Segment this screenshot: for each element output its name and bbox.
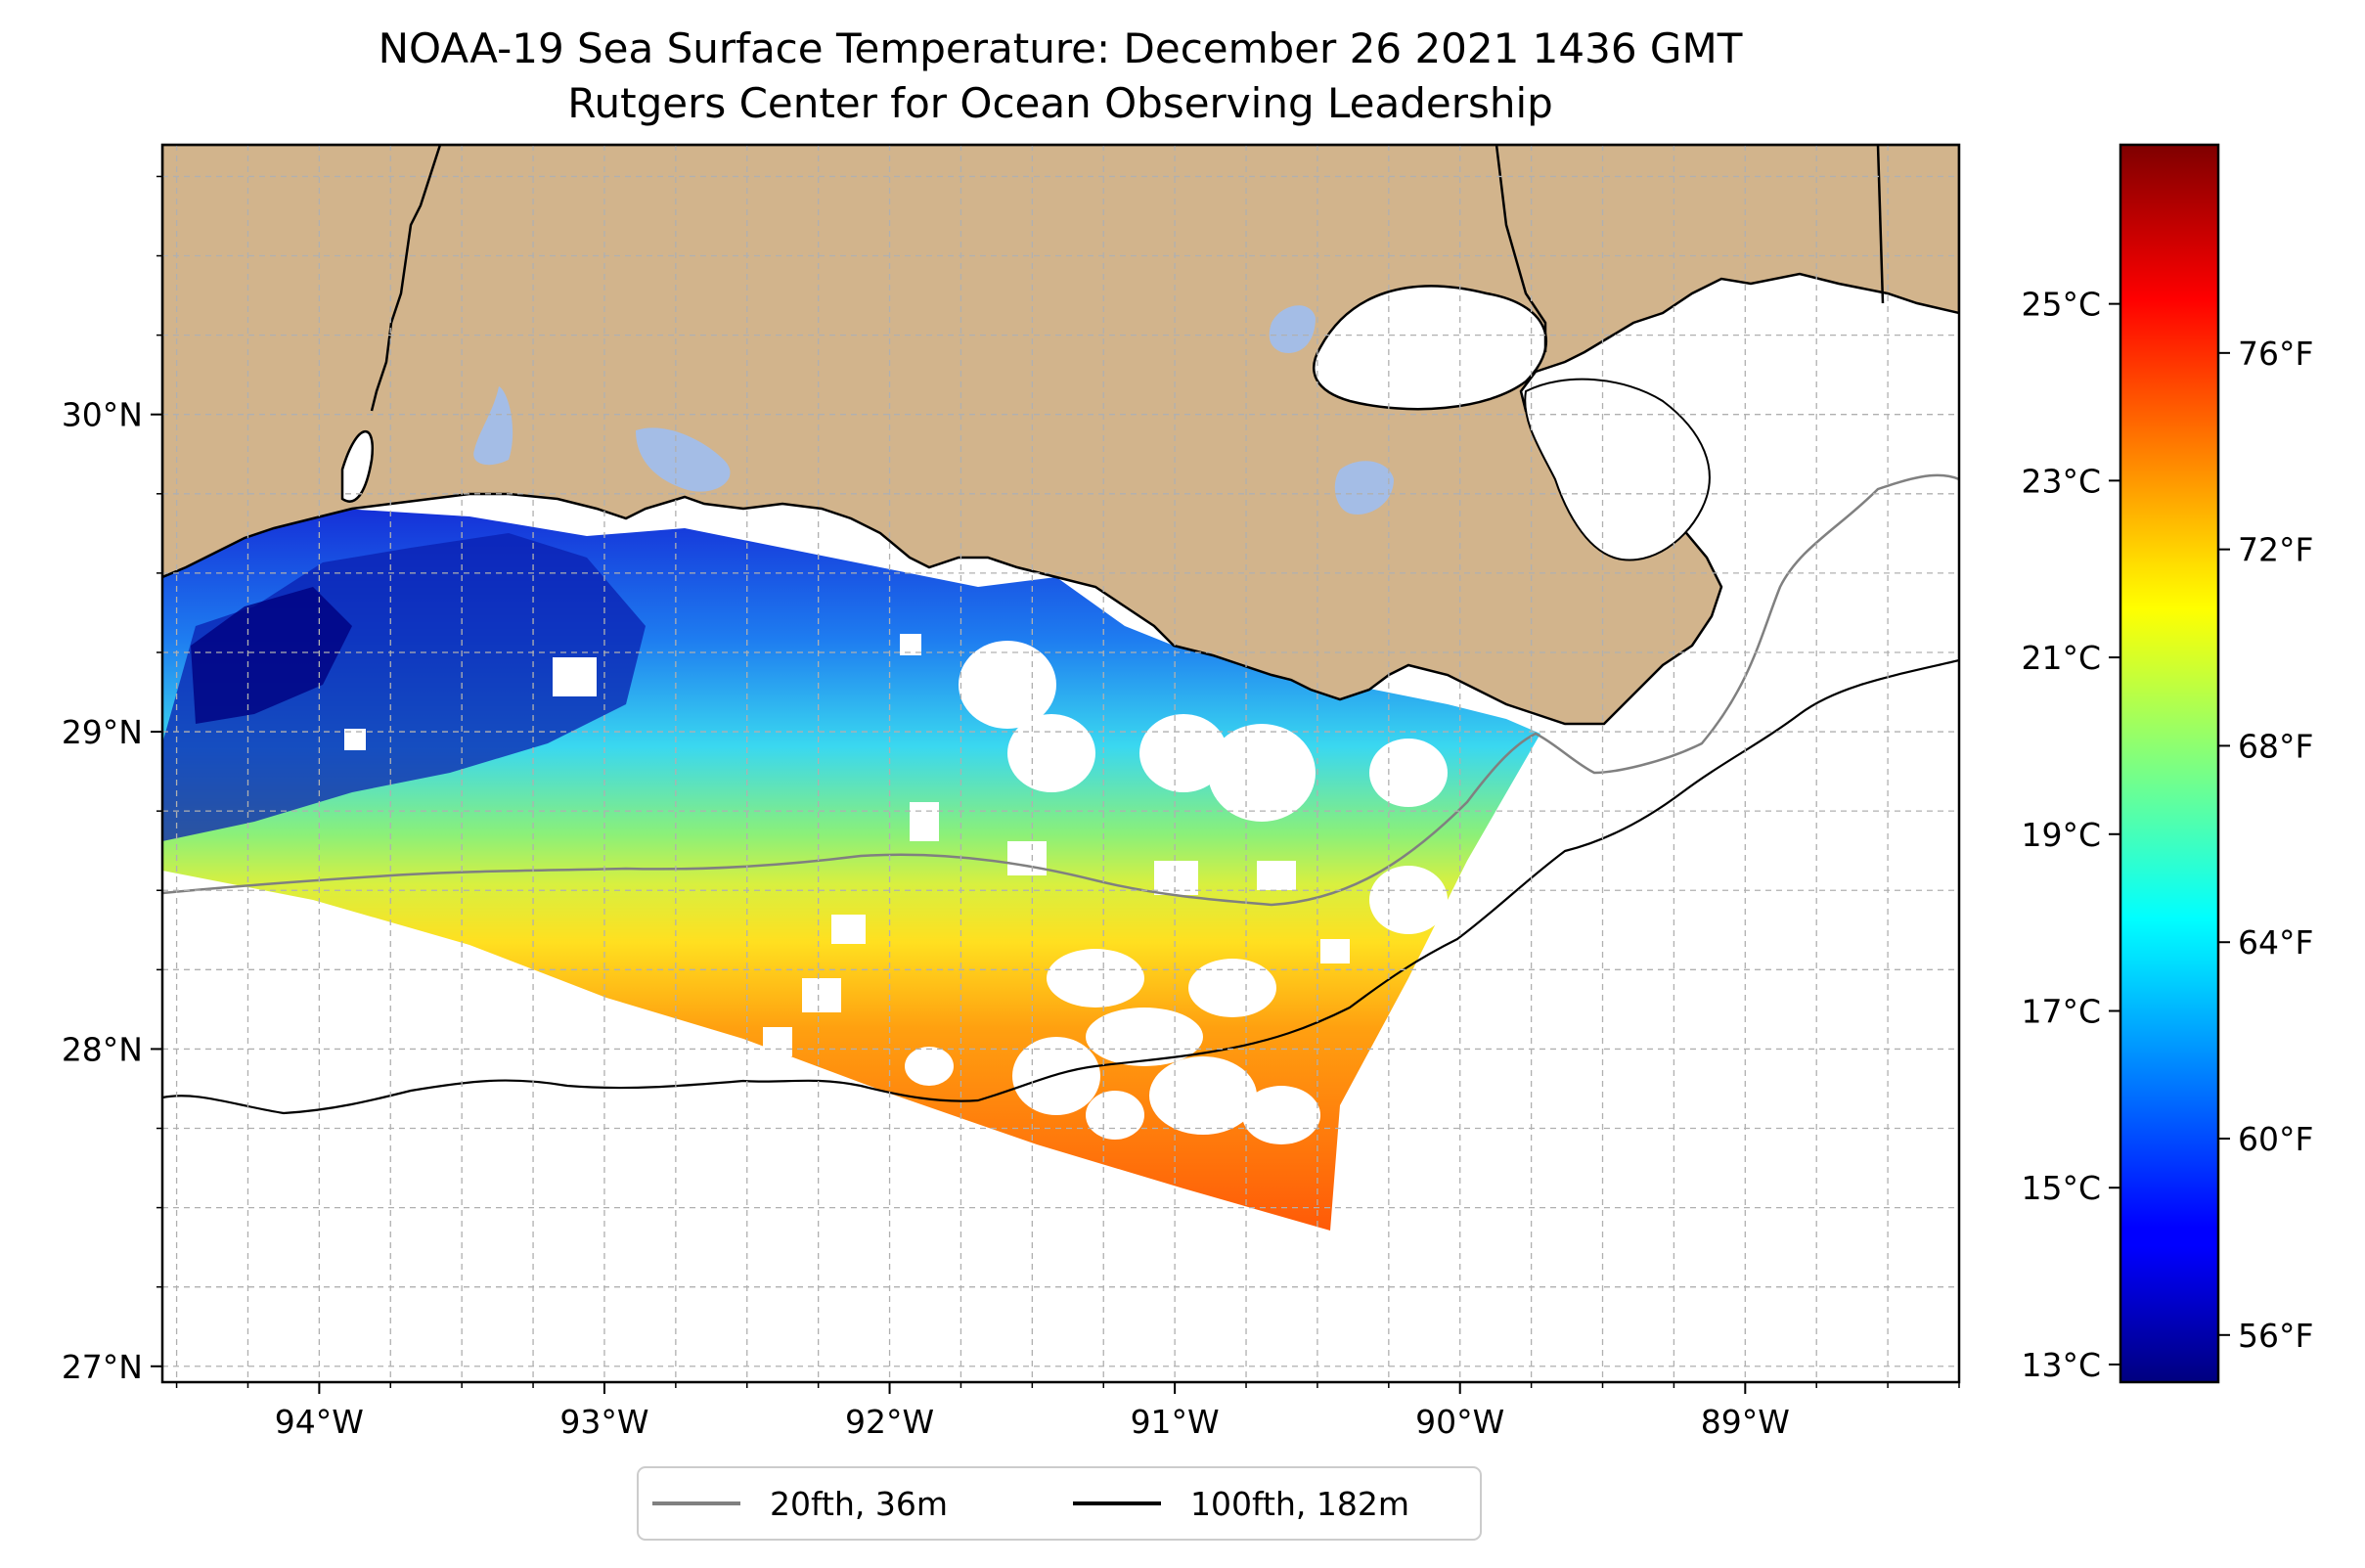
sst-coldest-patch xyxy=(191,587,352,724)
lon-tick-label: 94°W xyxy=(275,1403,364,1441)
lat-tick-label: 30°N xyxy=(62,396,143,434)
fahrenheit-tick-label: 64°F xyxy=(2238,923,2313,962)
lat-tick-label: 27°N xyxy=(62,1348,143,1386)
fahrenheit-tick-label: 56°F xyxy=(2238,1317,2313,1355)
colorbar-fahrenheit-ticks: 56°F 60°F 64°F 68°F 72°F 76°F xyxy=(2218,335,2313,1355)
colorbar-gradient xyxy=(2119,143,2220,1384)
inland-water xyxy=(340,285,1711,561)
lon-ticks: 94°W 93°W 92°W 91°W 90°W 89°W xyxy=(175,1382,1960,1441)
land-coastline xyxy=(162,145,1959,726)
lat-tick-label: 29°N xyxy=(62,713,143,751)
celsius-tick-label: 19°C xyxy=(2021,816,2101,854)
state-boundaries xyxy=(370,145,1885,412)
celsius-tick-label: 25°C xyxy=(2021,286,2101,324)
celsius-tick-label: 15°C xyxy=(2021,1169,2101,1207)
fahrenheit-tick-label: 76°F xyxy=(2238,335,2313,373)
celsius-tick-label: 13°C xyxy=(2021,1346,2101,1384)
cloud-gaps xyxy=(344,634,1448,1144)
lon-tick-label: 89°W xyxy=(1701,1403,1790,1441)
map-subtitle: Rutgers Center for Ocean Observing Leade… xyxy=(567,79,1553,127)
legend: 20fth, 36m 100fth, 182m xyxy=(637,1466,1482,1541)
fahrenheit-tick-label: 72°F xyxy=(2238,531,2313,569)
colorbar-celsius-ticks: 13°C 15°C 17°C 19°C 21°C 23°C 25°C xyxy=(2021,286,2120,1384)
lat-tick-label: 28°N xyxy=(62,1030,143,1068)
map-gridlines xyxy=(162,145,1960,1382)
fahrenheit-tick-label: 68°F xyxy=(2238,727,2313,765)
fahrenheit-tick-label: 60°F xyxy=(2238,1120,2313,1158)
legend-label-100fth: 100fth, 182m xyxy=(1190,1485,1409,1523)
legend-box xyxy=(637,1466,1482,1541)
lon-tick-label: 93°W xyxy=(559,1403,648,1441)
lat-ticks: 27°N 28°N 29°N 30°N xyxy=(62,175,162,1386)
contour-100fth xyxy=(162,658,1959,1115)
map-title: NOAA-19 Sea Surface Temperature: Decembe… xyxy=(379,24,1743,72)
lon-tick-label: 92°W xyxy=(845,1403,934,1441)
lon-tick-label: 90°W xyxy=(1415,1403,1504,1441)
lon-tick-label: 91°W xyxy=(1131,1403,1220,1441)
legend-label-20fth: 20fth, 36m xyxy=(770,1485,948,1523)
celsius-tick-label: 23°C xyxy=(2021,462,2101,500)
celsius-tick-label: 17°C xyxy=(2021,993,2101,1031)
map-panel xyxy=(162,145,1959,1382)
celsius-tick-label: 21°C xyxy=(2021,639,2101,677)
contour-20fth xyxy=(162,473,1959,907)
map-frame xyxy=(160,143,1961,1384)
colorbar: 13°C 15°C 17°C 19°C 21°C 23°C 25°C 56°F 60°F 64°… xyxy=(2021,143,2313,1384)
